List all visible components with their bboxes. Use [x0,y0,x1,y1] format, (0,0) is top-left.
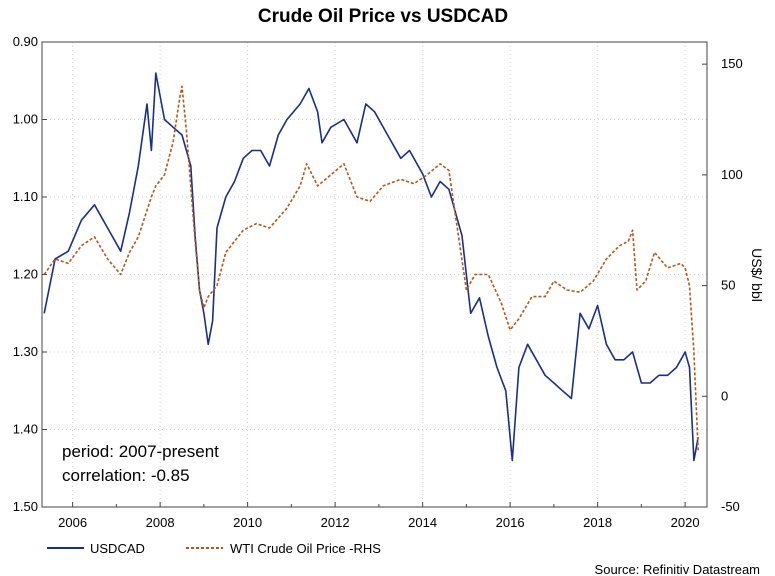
x-tick-label: 2012 [321,515,350,530]
right-tick-label: 150 [721,56,743,71]
left-tick-label: 1.20 [13,267,38,282]
right-tick-label: 0 [721,388,728,403]
left-axis: 0.90 1.00 1.10 1.20 1.30 1.40 1.50 [13,34,47,514]
x-tick-label: 2018 [583,515,612,530]
x-tick-label: 2016 [496,515,525,530]
x-tick-label: 2020 [671,515,700,530]
right-axis: 150 100 50 0 -50 [702,56,743,514]
legend-label-wti: WTI Crude Oil Price -RHS [230,541,381,556]
legend-label-usdcad: USDCAD [90,541,145,556]
x-tick-label: 2010 [233,515,262,530]
left-tick-label: 1.10 [13,189,38,204]
left-tick-label: 1.30 [13,344,38,359]
left-tick-label: 1.50 [13,499,38,514]
chart-title: Crude Oil Price vs USDCAD [258,6,508,27]
right-tick-label: 100 [721,167,743,182]
x-tick-label: 2008 [146,515,175,530]
x-axis: 2006 2008 2010 2012 2014 2016 2018 2020 [58,502,700,530]
legend: USDCAD WTI Crude Oil Price -RHS [47,541,381,556]
source-note: Source: Refinitiv Datastream [595,562,760,576]
left-tick-label: 1.40 [13,422,38,437]
x-tick-label: 2006 [58,515,87,530]
series-layer [43,72,699,462]
right-tick-label: 50 [721,278,735,293]
annotation-period: period: 2007-present [62,442,219,461]
right-axis-label: US$/ bbl [749,248,765,302]
x-tick-label: 2014 [408,515,437,530]
series-line-wti [43,85,699,452]
series-line-usdcad [43,72,699,462]
right-tick-label: -50 [721,499,740,514]
left-tick-label: 1.00 [13,112,38,127]
left-tick-label: 0.90 [13,34,38,49]
annotation-correlation: correlation: -0.85 [62,466,190,485]
